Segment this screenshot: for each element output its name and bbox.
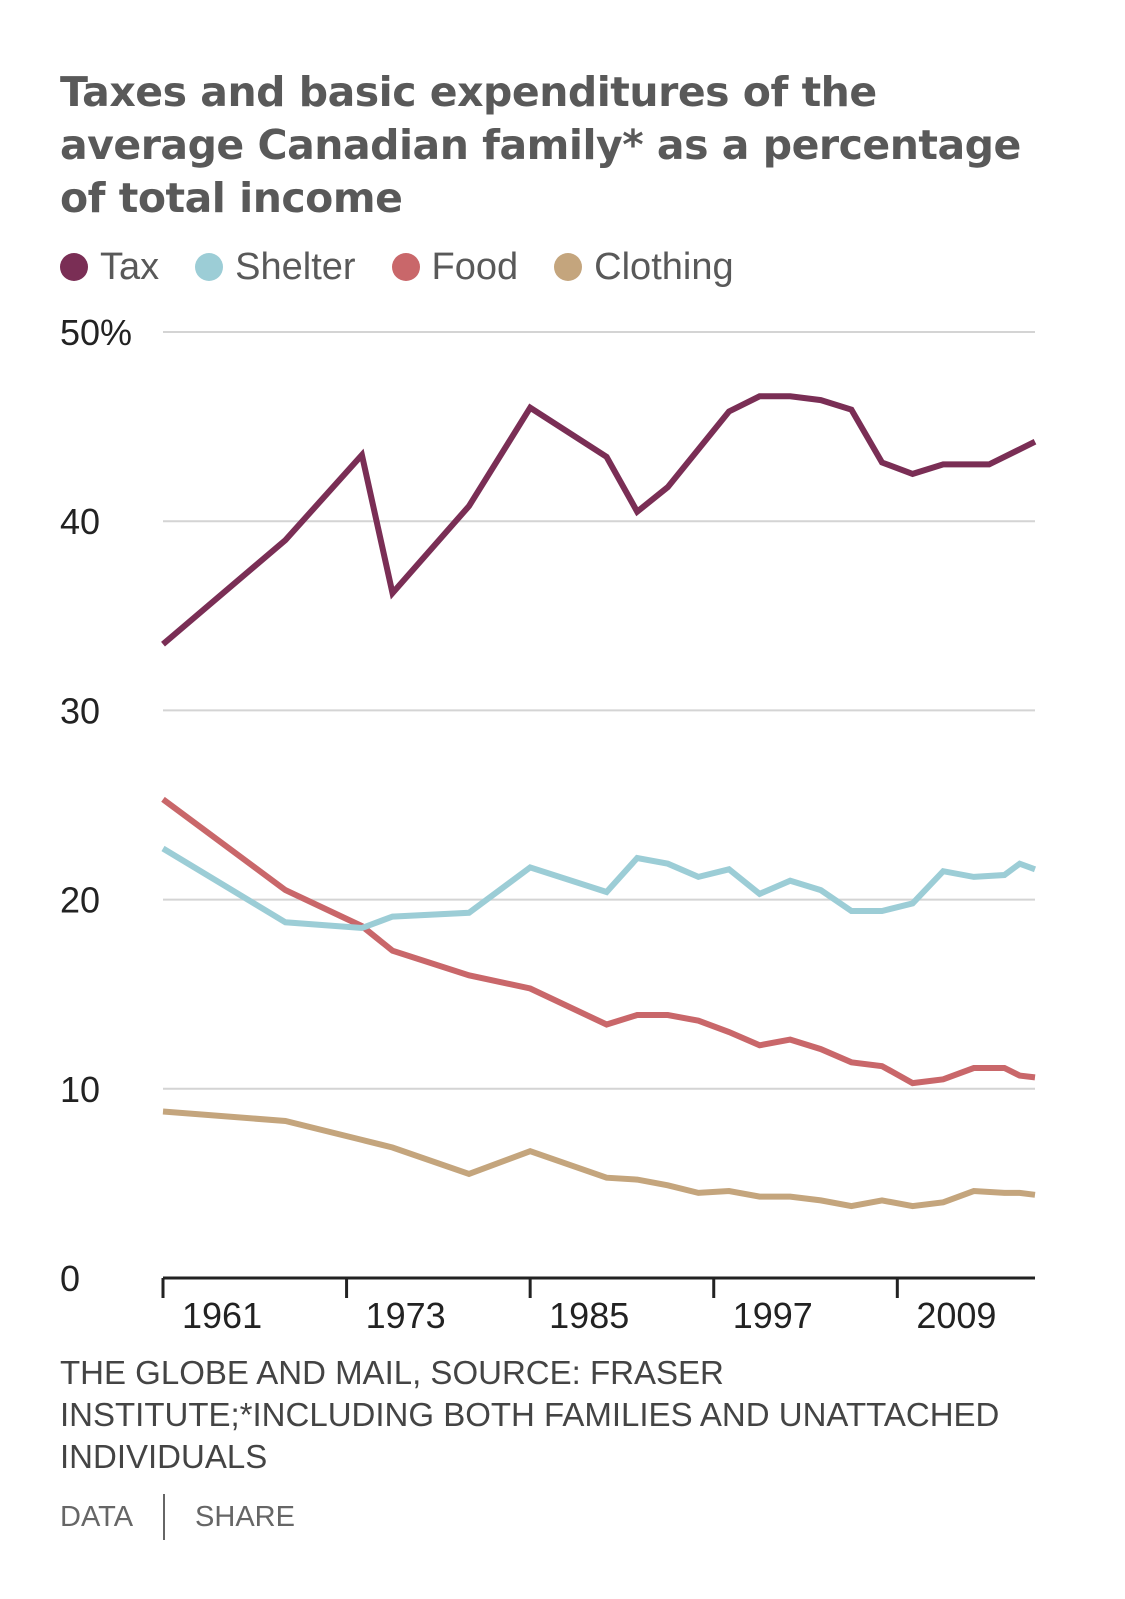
- legend-label-food: Food: [431, 245, 519, 288]
- x-tick-label-1997: 1997: [733, 1295, 813, 1336]
- footer-links: DATA SHARE: [60, 1492, 295, 1542]
- y-tick-label-30: 30: [60, 690, 100, 731]
- legend-label-shelter: Shelter: [235, 245, 356, 288]
- legend-dot-clothing: [554, 253, 583, 281]
- footer-divider: [163, 1494, 166, 1540]
- x-tick-label-2009: 2009: [916, 1295, 996, 1336]
- y-tick-label-10: 10: [60, 1069, 100, 1110]
- series-line-food: [161, 796, 1036, 1087]
- legend-label-tax: Tax: [100, 245, 160, 288]
- series-lines: [161, 393, 1037, 1210]
- x-tick-label-1961: 1961: [182, 1295, 262, 1336]
- gridlines: [163, 331, 1035, 1090]
- y-tick-label-20: 20: [60, 880, 100, 921]
- series-line-tax: [161, 393, 1037, 647]
- legend-dot-tax: [60, 253, 88, 281]
- y-tick-label-40: 40: [60, 501, 100, 542]
- y-axis-labels: 0 10 20 30 40 50%: [60, 312, 132, 1299]
- line-chart: 0 10 20 30 40 50% 1961 1973 1985 1997 2009: [60, 312, 1037, 1336]
- share-link[interactable]: SHARE: [195, 1500, 295, 1533]
- x-tick-label-1985: 1985: [549, 1295, 629, 1336]
- chart-legend: Tax Shelter Food Clothing: [60, 242, 770, 292]
- legend-item-tax: Tax: [60, 246, 159, 289]
- chart-title: Taxes and basic expenditures of the aver…: [60, 68, 1021, 222]
- legend-dot-food: [391, 253, 420, 281]
- x-tick-label-1973: 1973: [366, 1295, 446, 1336]
- y-tick-label-50: 50%: [60, 312, 132, 353]
- y-tick-label-0: 0: [60, 1258, 80, 1299]
- data-link[interactable]: DATA: [60, 1500, 134, 1533]
- legend-item-clothing: Clothing: [554, 245, 734, 289]
- legend-label-clothing: Clothing: [594, 245, 734, 288]
- legend-item-food: Food: [391, 245, 519, 289]
- x-axis: 1961 1973 1985 1997 2009: [161, 1276, 1035, 1336]
- series-line-clothing: [162, 1108, 1036, 1210]
- series-line-shelter: [161, 845, 1037, 932]
- legend-item-shelter: Shelter: [195, 245, 356, 289]
- legend-dot-shelter: [195, 253, 224, 281]
- source-note: THE GLOBE AND MAIL, SOURCE: FRASER INSTI…: [60, 1354, 1000, 1475]
